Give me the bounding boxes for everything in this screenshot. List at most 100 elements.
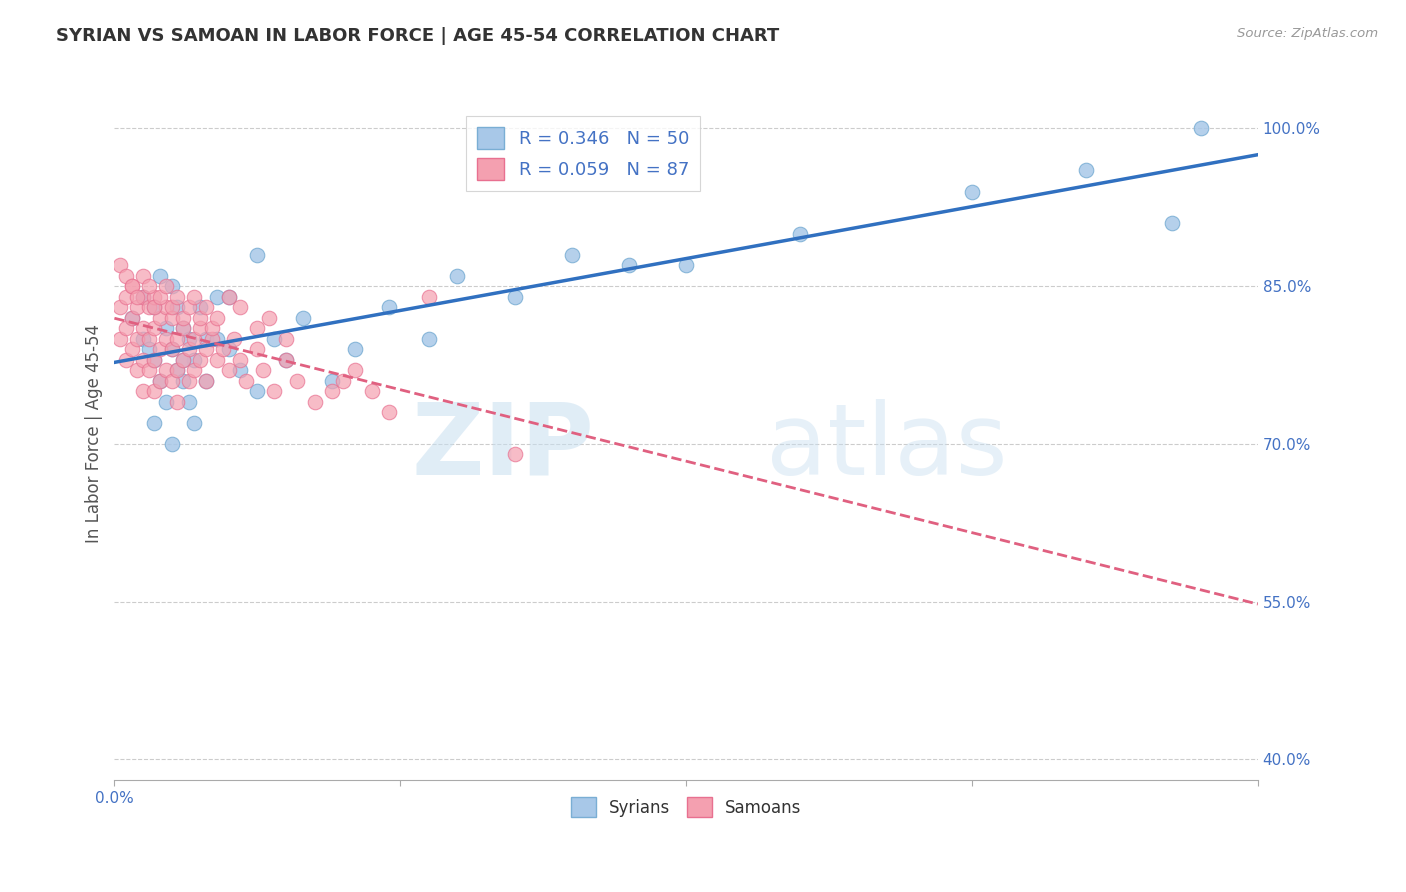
Point [132, 290, 155, 304]
Point [143, 352, 166, 367]
Point [132, 352, 155, 367]
Point [218, 290, 240, 304]
Point [183, 332, 205, 346]
Point [321, 384, 343, 399]
Point [166, 394, 188, 409]
Point [252, 363, 274, 377]
Point [194, 342, 217, 356]
Point [177, 394, 200, 409]
Point [418, 332, 440, 346]
Point [127, 290, 149, 304]
Point [343, 363, 366, 377]
Point [235, 374, 257, 388]
Point [274, 352, 297, 367]
Point [155, 300, 177, 314]
Point [132, 321, 155, 335]
Point [166, 290, 188, 304]
Point [418, 290, 440, 304]
Point [207, 332, 229, 346]
Point [115, 321, 138, 335]
Y-axis label: In Labor Force | Age 45-54: In Labor Force | Age 45-54 [86, 324, 103, 543]
Point [149, 342, 172, 356]
Point [149, 374, 172, 388]
Legend: Syrians, Samoans: Syrians, Samoans [564, 790, 808, 824]
Point [149, 374, 172, 388]
Point [160, 437, 183, 451]
Point [115, 268, 138, 283]
Point [218, 290, 240, 304]
Point [960, 185, 983, 199]
Point [172, 352, 194, 367]
Point [246, 384, 269, 399]
Point [166, 300, 188, 314]
Point [263, 384, 285, 399]
Point [160, 300, 183, 314]
Point [121, 279, 143, 293]
Point [183, 290, 205, 304]
Point [617, 258, 640, 272]
Point [789, 227, 811, 241]
Point [207, 352, 229, 367]
Point [143, 352, 166, 367]
Point [143, 416, 166, 430]
Point [194, 374, 217, 388]
Point [229, 363, 252, 377]
Point [224, 332, 246, 346]
Point [561, 247, 583, 261]
Point [229, 352, 252, 367]
Point [177, 332, 200, 346]
Point [149, 310, 172, 325]
Point [143, 290, 166, 304]
Point [166, 363, 188, 377]
Point [207, 310, 229, 325]
Point [177, 374, 200, 388]
Point [188, 352, 211, 367]
Point [108, 258, 131, 272]
Point [188, 310, 211, 325]
Point [143, 300, 166, 314]
Point [121, 279, 143, 293]
Point [378, 300, 401, 314]
Point [143, 321, 166, 335]
Point [360, 384, 382, 399]
Point [183, 363, 205, 377]
Point [155, 332, 177, 346]
Point [132, 268, 155, 283]
Point [183, 416, 205, 430]
Point [115, 290, 138, 304]
Point [160, 342, 183, 356]
Point [155, 363, 177, 377]
Point [246, 342, 269, 356]
Text: Source: ZipAtlas.com: Source: ZipAtlas.com [1237, 27, 1378, 40]
Point [143, 300, 166, 314]
Point [143, 384, 166, 399]
Text: atlas: atlas [766, 399, 1008, 496]
Point [263, 332, 285, 346]
Point [274, 352, 297, 367]
Point [149, 290, 172, 304]
Point [321, 374, 343, 388]
Point [172, 352, 194, 367]
Point [138, 332, 160, 346]
Point [304, 394, 326, 409]
Point [188, 321, 211, 335]
Point [155, 321, 177, 335]
Point [183, 352, 205, 367]
Point [292, 310, 315, 325]
Point [675, 258, 697, 272]
Point [172, 321, 194, 335]
Point [343, 342, 366, 356]
Text: ZIP: ZIP [412, 399, 595, 496]
Point [166, 363, 188, 377]
Point [172, 374, 194, 388]
Point [446, 268, 468, 283]
Point [194, 374, 217, 388]
Point [1189, 121, 1212, 136]
Point [218, 342, 240, 356]
Point [503, 447, 526, 461]
Point [172, 321, 194, 335]
Point [121, 310, 143, 325]
Point [177, 300, 200, 314]
Point [160, 374, 183, 388]
Point [246, 247, 269, 261]
